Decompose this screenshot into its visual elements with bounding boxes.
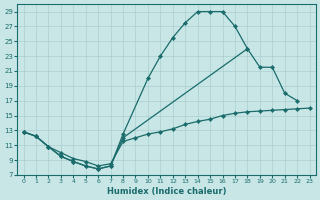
X-axis label: Humidex (Indice chaleur): Humidex (Indice chaleur) [107,187,226,196]
